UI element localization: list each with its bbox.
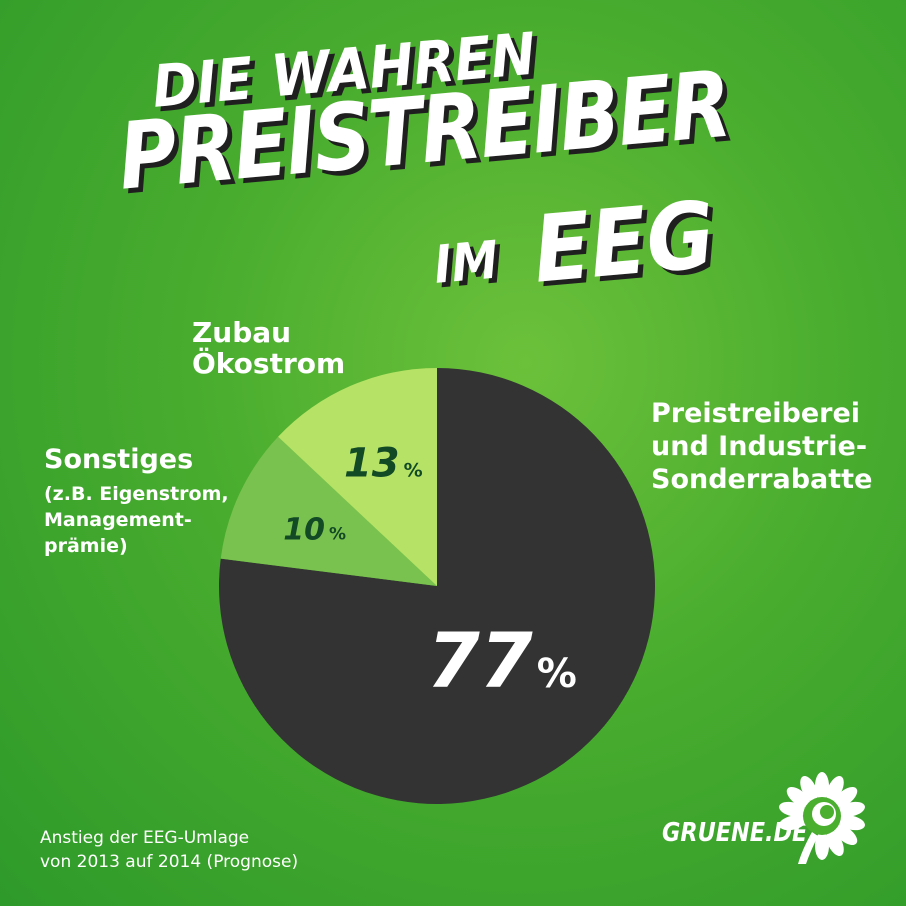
- footnote-line-1: Anstieg der EEG-Umlage: [40, 828, 250, 848]
- sunflower-icon: [779, 772, 865, 864]
- legend-label-preistreiberei-line-1: Preistreiberei: [651, 398, 861, 429]
- legend-label-zubau-line-1: Zubau: [192, 316, 292, 349]
- legend-label-preistreiberei-line-3: Sonderrabatte: [651, 464, 873, 495]
- pie-slices: [219, 368, 656, 804]
- footnote-line-2: von 2013 auf 2014 (Prognose): [40, 852, 299, 872]
- pie-value-zubau: 13%: [344, 440, 423, 486]
- legend-sublabel-sonstiges-line-2: Management-: [44, 509, 192, 531]
- pie-value-preistreiberei: 77%: [427, 616, 577, 705]
- legend-label-zubau-line-2: Ökostrom: [192, 347, 346, 380]
- legend-sublabel-sonstiges-line-1: (z.B. Eigenstrom,: [44, 483, 229, 505]
- pie-slice-preistreiberei: [219, 368, 656, 804]
- pie-value-labels: 77 % 10 % 13%: [283, 440, 577, 705]
- legend-sublabel-sonstiges-line-3: prämie): [44, 535, 128, 557]
- pie-slice-zubau: [278, 368, 437, 586]
- pie-slice-sonstiges: [220, 436, 437, 586]
- legend-label-preistreiberei-line-2: und Industrie-: [651, 431, 868, 462]
- legend-label-sonstiges: Sonstiges: [44, 444, 194, 475]
- pie-value-sonstiges: 10%: [283, 512, 346, 547]
